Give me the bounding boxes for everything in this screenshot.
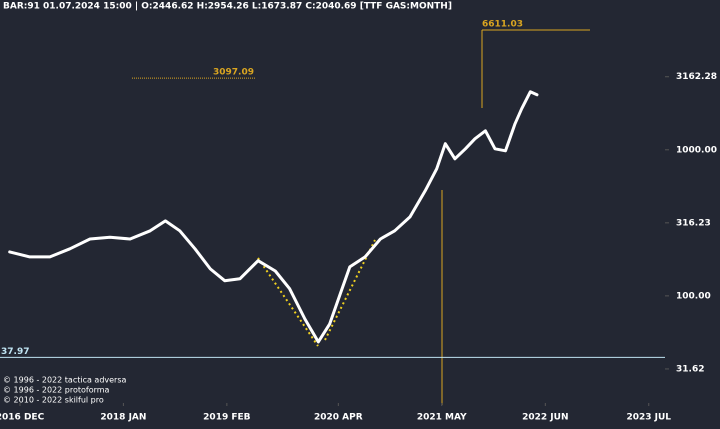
header: BAR:91 01.07.2024 15:00 | O:2446.62 H:29…: [3, 2, 452, 12]
x-tick-label: 2016 DEC: [0, 413, 45, 423]
y-tick-label: 31.62: [676, 364, 704, 374]
trend-line: [324, 239, 376, 341]
y-tick-label: 316.23: [676, 218, 711, 228]
level-label: 37.97: [1, 347, 29, 357]
level-label: 6611.03: [482, 19, 523, 29]
y-tick-label: 3162.28: [676, 72, 717, 82]
x-tick-label: 2023 JUL: [626, 413, 671, 423]
y-tick-label: 1000.00: [676, 145, 717, 155]
x-tick-label: 2021 MAY: [417, 413, 467, 423]
x-tick-label: 2019 FEB: [203, 413, 250, 423]
x-tick-label: 2018 JAN: [100, 413, 146, 423]
copyright: © 2010 - 2022 skilful pro: [3, 396, 104, 405]
x-tick-label: 2020 APR: [314, 413, 363, 423]
y-tick-label: 100.00: [676, 291, 711, 301]
level-label: 3097.09: [213, 68, 254, 78]
price-line: [8, 90, 539, 344]
copyright: © 1996 - 2022 protoforma: [3, 386, 110, 395]
x-tick-label: 2022 JUN: [522, 413, 568, 423]
copyright: © 1996 - 2022 tactica adversa: [3, 376, 127, 385]
